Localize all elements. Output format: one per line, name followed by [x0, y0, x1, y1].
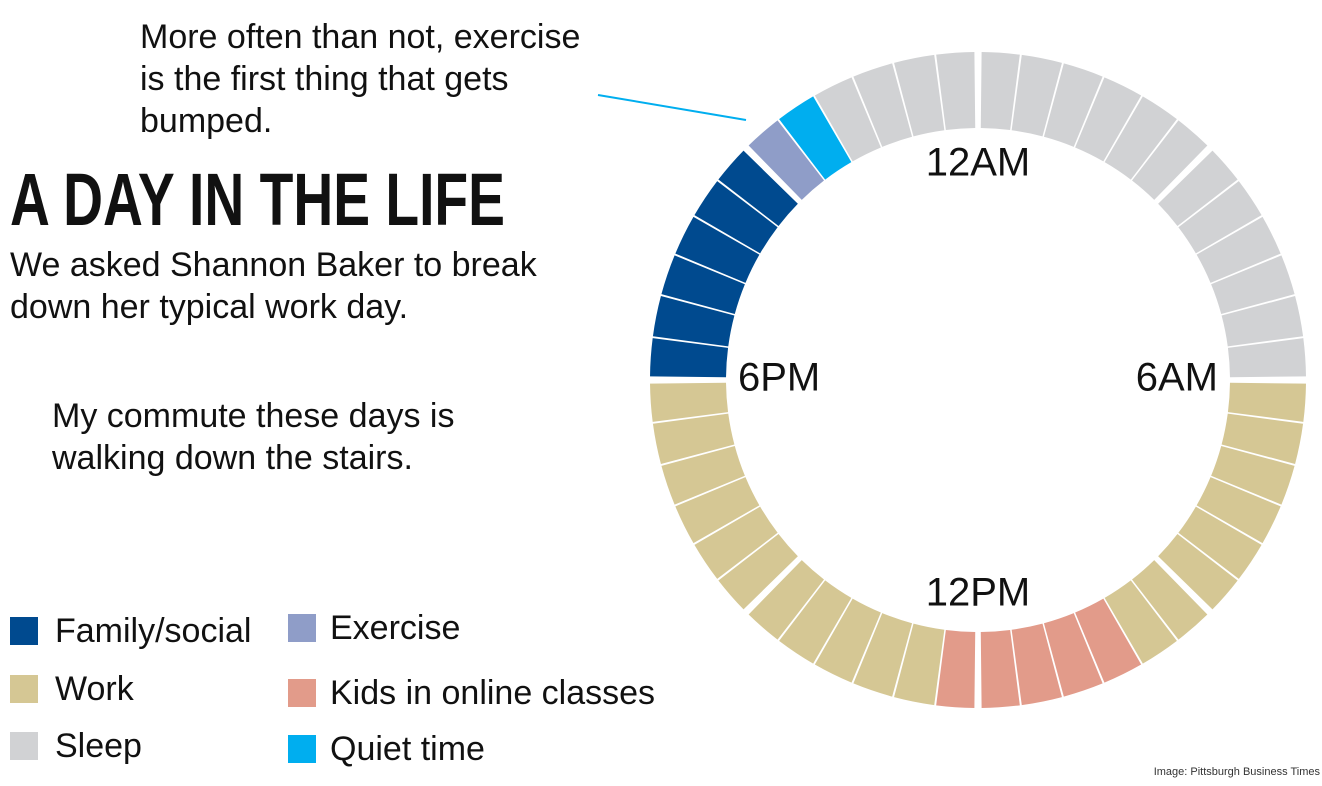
time-segment [1211, 445, 1295, 505]
time-segment [1011, 54, 1062, 137]
clock-label: 6AM [1136, 356, 1218, 400]
clock-label: 12AM [926, 141, 1031, 185]
legend-swatch [10, 617, 38, 645]
time-segment [814, 598, 881, 683]
legend-swatch [288, 679, 316, 707]
legend-label: Sleep [55, 727, 142, 765]
time-segment [936, 629, 976, 708]
legend-label: Family/social [55, 612, 251, 650]
time-segment [1221, 296, 1304, 347]
time-segment [1075, 77, 1142, 162]
time-segment [652, 413, 735, 464]
time-segment [894, 623, 945, 706]
time-segment [661, 445, 745, 505]
time-segment [1158, 150, 1238, 226]
time-segment [814, 77, 881, 162]
subtitle: down her typical work day. [10, 288, 408, 326]
time-segment [675, 477, 760, 544]
time-segment [1196, 216, 1281, 283]
legend-label: Exercise [330, 609, 460, 647]
annotation: is the first thing that gets [140, 60, 509, 98]
time-segment [1221, 413, 1304, 464]
annotation: bumped. [140, 102, 272, 140]
time-segment [675, 216, 760, 283]
legend-swatch [288, 614, 316, 642]
time-segment [894, 54, 945, 137]
chart-title: A DAY IN THE LIFE [10, 158, 505, 241]
time-segment [1227, 382, 1306, 422]
time-segment [853, 613, 913, 697]
time-segment [1132, 560, 1208, 640]
clock-label: 12PM [926, 571, 1031, 615]
time-segment [694, 506, 778, 579]
time-segment [1211, 255, 1295, 315]
time-segment [650, 382, 729, 422]
time-segment [980, 52, 1020, 131]
time-segment [980, 629, 1020, 708]
subtitle: We asked Shannon Baker to break [10, 246, 538, 284]
time-segment [650, 338, 729, 378]
time-segment [1043, 613, 1103, 697]
time-segment [1227, 338, 1306, 378]
time-segment [748, 120, 824, 200]
time-segment [1158, 534, 1238, 610]
source: Image: Pittsburgh Business Times [1154, 766, 1321, 778]
legend-label: Work [55, 670, 135, 708]
time-segment [1178, 506, 1262, 579]
annotation: walking down the stairs. [51, 439, 413, 477]
annotation: More often than not, exercise [140, 18, 580, 56]
clock-label: 6PM [738, 356, 820, 400]
time-segment [1132, 120, 1208, 200]
time-segment [718, 534, 798, 610]
legend-label: Quiet time [330, 730, 485, 768]
time-segment [718, 150, 798, 226]
time-segment [1104, 96, 1177, 180]
legend-swatch [288, 735, 316, 763]
annotation: My commute these days is [52, 397, 454, 435]
time-segment [1011, 623, 1062, 706]
time-segment [779, 96, 852, 180]
time-segment [853, 63, 913, 147]
time-segment [748, 560, 824, 640]
time-segment [1075, 598, 1142, 683]
time-segment [1178, 181, 1262, 254]
legend-swatch [10, 732, 38, 760]
time-segment [694, 181, 778, 254]
time-segment [1043, 63, 1103, 147]
legend-swatch [10, 675, 38, 703]
legend-label: Kids in online classes [330, 674, 655, 712]
annotation-pointer [597, 94, 747, 121]
time-segment [1196, 477, 1281, 544]
time-segment [652, 296, 735, 347]
time-segment [779, 580, 852, 664]
time-segment [661, 255, 745, 315]
time-segment [1104, 580, 1177, 664]
time-segment [936, 52, 976, 131]
